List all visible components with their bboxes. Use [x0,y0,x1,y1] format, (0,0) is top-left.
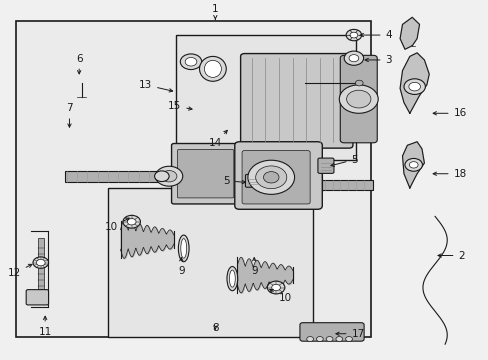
Text: 8: 8 [212,323,218,333]
Circle shape [345,337,352,342]
Ellipse shape [199,57,226,81]
Circle shape [349,32,357,38]
Circle shape [316,337,323,342]
Text: 10: 10 [269,289,291,303]
Circle shape [154,171,169,181]
Circle shape [185,58,197,66]
Circle shape [325,337,332,342]
Circle shape [306,337,313,342]
FancyBboxPatch shape [234,142,322,209]
FancyBboxPatch shape [340,55,376,143]
FancyBboxPatch shape [26,290,48,305]
Circle shape [408,82,420,91]
Circle shape [263,172,279,183]
Bar [64,171,176,182]
FancyBboxPatch shape [240,54,352,148]
Circle shape [344,51,363,65]
Text: 10: 10 [105,218,129,232]
Circle shape [36,260,45,266]
Polygon shape [399,17,419,49]
Circle shape [161,171,177,182]
FancyBboxPatch shape [299,323,364,341]
Text: 16: 16 [432,108,466,118]
Circle shape [408,162,417,168]
Circle shape [122,215,140,228]
Circle shape [271,284,280,291]
FancyBboxPatch shape [317,158,333,174]
Ellipse shape [181,239,186,258]
Circle shape [127,219,136,225]
Circle shape [355,80,363,86]
Text: 3: 3 [365,55,391,65]
Polygon shape [402,142,424,188]
Text: 9: 9 [178,258,184,276]
Circle shape [267,281,285,294]
Circle shape [339,85,377,113]
Ellipse shape [229,270,235,287]
Circle shape [348,55,358,62]
Bar [176,35,356,159]
Circle shape [247,160,294,194]
Circle shape [335,337,342,342]
Ellipse shape [226,266,237,291]
Text: 2: 2 [437,251,464,261]
Text: 12: 12 [8,264,32,278]
Text: 7: 7 [66,103,73,127]
Text: 13: 13 [139,80,172,92]
Circle shape [346,90,370,108]
Text: 18: 18 [432,169,466,179]
Circle shape [404,158,422,171]
Bar [176,161,322,192]
FancyBboxPatch shape [242,150,309,204]
FancyBboxPatch shape [245,175,259,187]
Bar [16,21,370,337]
Ellipse shape [204,60,221,77]
Text: 4: 4 [360,30,391,40]
Text: 9: 9 [250,258,257,276]
Circle shape [403,79,425,94]
Text: 11: 11 [39,316,52,337]
Circle shape [346,30,361,41]
Text: 15: 15 [168,101,192,111]
Circle shape [255,166,286,189]
Bar [322,180,372,190]
Text: 17: 17 [335,329,364,339]
Circle shape [180,54,201,69]
Circle shape [155,166,183,186]
Polygon shape [399,53,428,113]
FancyBboxPatch shape [171,144,244,204]
Text: 1: 1 [212,4,218,19]
Text: 14: 14 [208,130,227,148]
FancyBboxPatch shape [177,149,233,198]
Text: 5: 5 [223,176,245,186]
Text: 6: 6 [76,54,82,74]
Circle shape [33,257,48,268]
Ellipse shape [178,235,189,262]
Bar [108,188,312,337]
Text: 5: 5 [330,154,357,166]
Bar [38,238,43,294]
